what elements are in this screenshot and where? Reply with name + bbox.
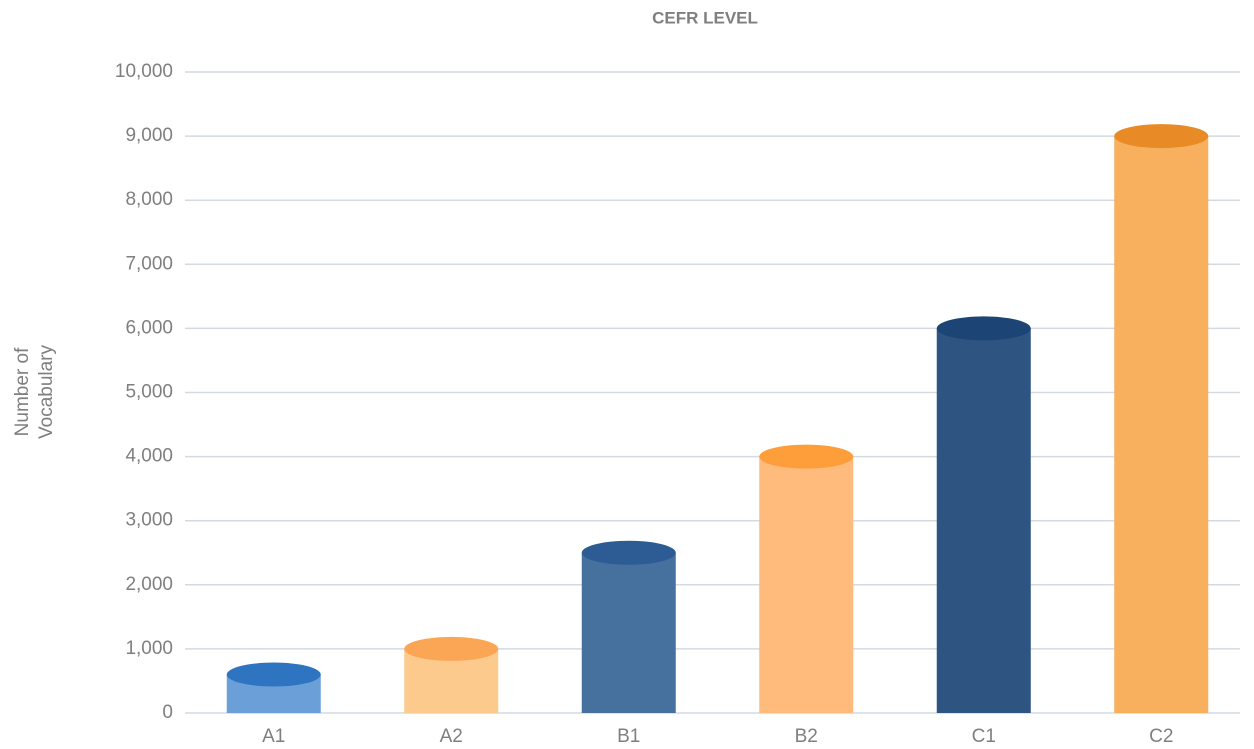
y-tick-label: 8,000 bbox=[125, 189, 173, 210]
bar-top bbox=[581, 540, 676, 565]
bar-top bbox=[936, 316, 1031, 341]
bar-top bbox=[404, 636, 499, 661]
y-tick-label: 4,000 bbox=[125, 446, 173, 467]
y-tick-label: 10,000 bbox=[115, 61, 173, 82]
x-tick-label: B1 bbox=[617, 726, 640, 747]
chart-title: CEFR LEVEL bbox=[652, 8, 758, 27]
y-tick-label: 6,000 bbox=[125, 317, 173, 338]
y-tick-label: 2,000 bbox=[125, 574, 173, 595]
x-tick-label: A1 bbox=[262, 726, 285, 747]
bar-top bbox=[759, 444, 854, 469]
x-tick-label: A2 bbox=[440, 726, 463, 747]
bar bbox=[581, 552, 676, 713]
bar bbox=[759, 456, 854, 713]
x-tick-label: B2 bbox=[795, 726, 818, 747]
bar-top bbox=[1114, 124, 1209, 149]
y-tick-label: 3,000 bbox=[125, 510, 173, 531]
y-tick-label: 1,000 bbox=[125, 638, 173, 659]
y-axis-label-line: Number of bbox=[12, 347, 33, 436]
y-tick-label: 7,000 bbox=[125, 253, 173, 274]
bar bbox=[936, 328, 1031, 713]
x-tick-label: C1 bbox=[972, 726, 996, 747]
y-axis-label: Number of Vocabulary bbox=[12, 345, 57, 440]
y-tick-label: 0 bbox=[162, 702, 173, 723]
y-tick-label: 9,000 bbox=[125, 125, 173, 146]
y-axis-label-line: Vocabulary bbox=[36, 345, 57, 440]
x-tick-label: C2 bbox=[1149, 726, 1173, 747]
y-tick-label: 5,000 bbox=[125, 382, 173, 403]
bar bbox=[1114, 136, 1209, 714]
bar-top bbox=[226, 662, 321, 687]
